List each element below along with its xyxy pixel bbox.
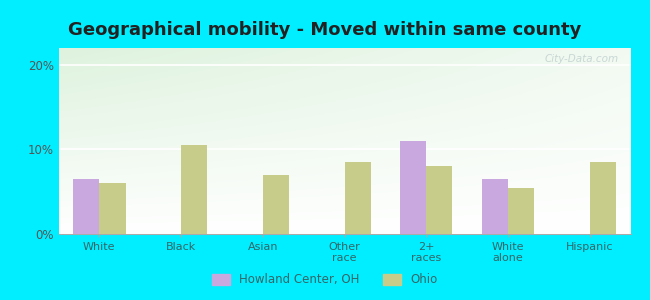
Bar <box>99 183 125 234</box>
Bar <box>426 167 452 234</box>
Bar <box>73 179 99 234</box>
Bar <box>400 141 426 234</box>
Bar <box>344 162 370 234</box>
Legend: Howland Center, OH, Ohio: Howland Center, OH, Ohio <box>207 269 443 291</box>
Text: Geographical mobility - Moved within same county: Geographical mobility - Moved within sam… <box>68 21 582 39</box>
Bar <box>590 162 616 234</box>
Bar <box>263 175 289 234</box>
Text: City-Data.com: City-Data.com <box>545 54 619 64</box>
Bar <box>482 179 508 234</box>
Bar <box>508 188 534 234</box>
Bar <box>181 145 207 234</box>
